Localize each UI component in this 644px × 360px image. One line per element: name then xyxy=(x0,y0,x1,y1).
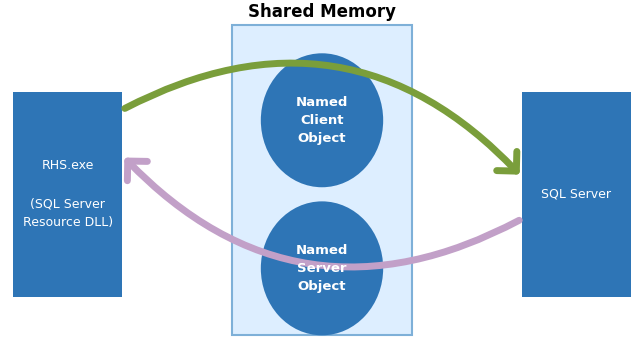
Text: Shared Memory: Shared Memory xyxy=(248,3,396,21)
FancyArrowPatch shape xyxy=(125,63,517,171)
FancyBboxPatch shape xyxy=(522,92,631,297)
FancyBboxPatch shape xyxy=(13,92,122,297)
Ellipse shape xyxy=(261,201,383,335)
FancyBboxPatch shape xyxy=(232,25,412,335)
FancyArrowPatch shape xyxy=(128,161,519,267)
Ellipse shape xyxy=(261,53,383,187)
Text: SQL Server: SQL Server xyxy=(542,188,611,201)
Text: Named
Server
Object: Named Server Object xyxy=(296,244,348,293)
Text: Named
Client
Object: Named Client Object xyxy=(296,96,348,145)
Text: RHS.exe

(SQL Server
Resource DLL): RHS.exe (SQL Server Resource DLL) xyxy=(23,159,113,229)
